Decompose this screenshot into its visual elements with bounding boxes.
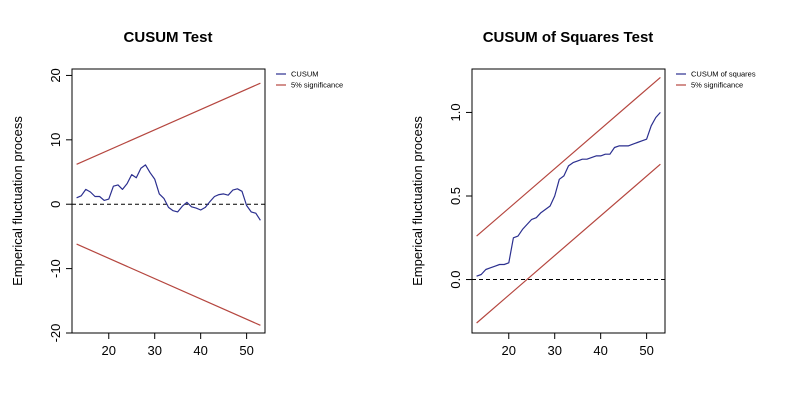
chart-title: CUSUM Test <box>124 29 213 46</box>
y-tick-label: 1.0 <box>448 103 463 121</box>
y-tick-label: 20 <box>48 68 63 82</box>
series-line-main <box>76 164 261 221</box>
legend-entry-label: CUSUM <box>291 70 319 79</box>
significance-lower-line <box>476 163 661 324</box>
plot-frame <box>71 68 266 334</box>
x-tick-label: 30 <box>147 343 161 358</box>
series-line-main <box>476 111 661 277</box>
x-tick-label: 50 <box>639 343 653 358</box>
cusum-of-squares-test-panel: CUSUM of Squares Test Emperical fluctuati… <box>410 29 756 358</box>
x-tick-label: 20 <box>502 343 516 358</box>
legend-entry-label: 5% significance <box>291 81 343 90</box>
significance-upper-line <box>476 76 661 237</box>
x-tick-label: 40 <box>193 343 207 358</box>
y-tick-label: 0 <box>48 201 63 208</box>
significance-upper-line <box>76 82 261 165</box>
y-tick-label: 0.5 <box>448 187 463 205</box>
legend-entry-label: 5% significance <box>691 81 743 90</box>
y-tick-label: -20 <box>48 324 63 343</box>
legend-entry-label: CUSUM of squares <box>691 70 756 79</box>
y-axis-label: Emperical fluctuation process <box>410 116 425 286</box>
x-tick-label: 50 <box>239 343 253 358</box>
y-tick-label: 10 <box>48 133 63 147</box>
significance-lower-line <box>76 243 261 326</box>
chart-title: CUSUM of Squares Test <box>483 29 654 46</box>
y-tick-label: 0.0 <box>448 270 463 288</box>
plot-frame <box>471 68 666 334</box>
y-axis-label: Emperical fluctuation process <box>10 116 25 286</box>
x-tick-label: 40 <box>593 343 607 358</box>
cusum-test-panel: CUSUM Test Emperical fluctuation process 2… <box>10 29 343 358</box>
y-tick-label: -10 <box>48 259 63 278</box>
x-tick-label: 20 <box>102 343 116 358</box>
x-tick-label: 30 <box>547 343 561 358</box>
